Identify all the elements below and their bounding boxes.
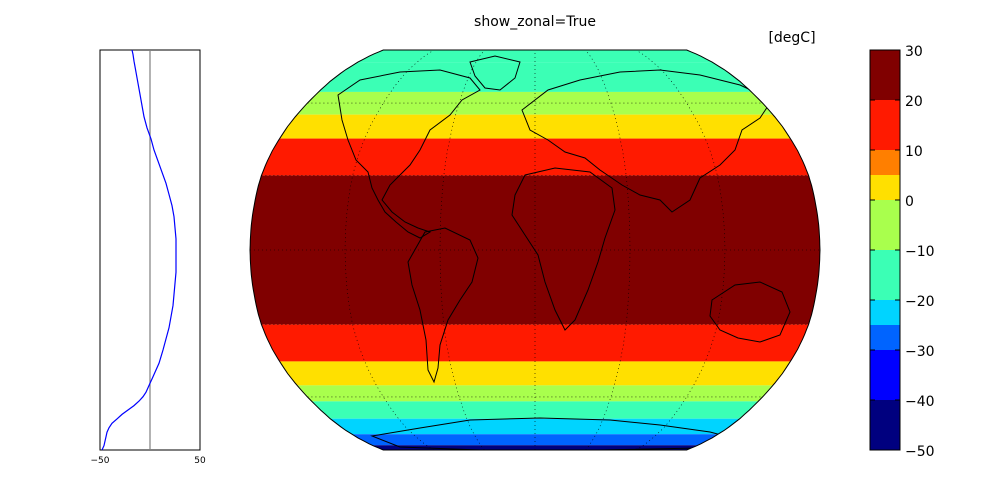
colorbar-tick-label: −20 [905, 294, 935, 310]
map-meridian [585, 50, 631, 450]
figure-title: show_zonal=True [474, 14, 596, 30]
colorbar-bin [870, 200, 900, 250]
colorbar-tick-label: 30 [905, 44, 923, 60]
map-land-masses [337, 55, 791, 450]
map-band [250, 91, 820, 115]
colorbar-bin [870, 400, 900, 450]
colorbar-bin [870, 125, 900, 150]
map-meridian [439, 50, 485, 450]
colorbar-units-label: [degC] [768, 30, 815, 46]
land-greenland [469, 55, 521, 91]
colorbar-bin [870, 175, 900, 200]
colorbar-tick-label: −50 [905, 444, 935, 460]
map-band [250, 50, 820, 63]
colorbar-bin [870, 300, 900, 325]
land-south-america [407, 227, 479, 384]
map-graticule [250, 50, 820, 450]
zonal-x-tick-label: −50 [91, 456, 110, 466]
zonal-mean-panel: −50 50 [91, 49, 206, 466]
land-antarctica [370, 417, 741, 450]
colorbar-tick-label: 10 [905, 144, 923, 160]
colorbar-tick-label: −30 [905, 344, 935, 360]
colorbar-bin [870, 250, 900, 300]
map-band [250, 401, 820, 419]
map-boundary [249, 49, 821, 451]
map-band [250, 418, 820, 435]
map-temperature-bands [250, 50, 820, 450]
colorbar-tick-label: −10 [905, 244, 935, 260]
land-eurasia [521, 69, 773, 213]
map-band [250, 434, 820, 446]
colorbar-bin [870, 100, 900, 125]
colorbar-ticks: 30 20 10 0 −10 −20 −30 −40 −50 [870, 44, 935, 460]
colorbar-tick-label: 0 [905, 194, 914, 210]
colorbar-bin [870, 150, 900, 175]
colorbar-color-bins [870, 50, 900, 450]
colorbar: 30 20 10 0 −10 −20 −30 −40 −50 [869, 44, 935, 460]
map-band [250, 114, 820, 139]
colorbar-bin [870, 50, 900, 100]
map-band [250, 324, 820, 362]
zonal-x-ticks: −50 50 [91, 446, 206, 466]
colorbar-bin [870, 350, 900, 400]
colorbar-bin [870, 325, 900, 350]
map-band [250, 445, 820, 450]
robinson-map [249, 49, 821, 451]
land-africa [511, 167, 616, 331]
map-meridian [344, 50, 435, 450]
zonal-x-tick-label: 50 [194, 456, 206, 466]
land-australia [709, 281, 791, 343]
map-meridian [635, 50, 726, 450]
colorbar-tick-label: 20 [905, 94, 923, 110]
zonal-mean-line [101, 49, 177, 451]
colorbar-tick-label: −40 [905, 394, 935, 410]
land-north-america [337, 69, 481, 239]
